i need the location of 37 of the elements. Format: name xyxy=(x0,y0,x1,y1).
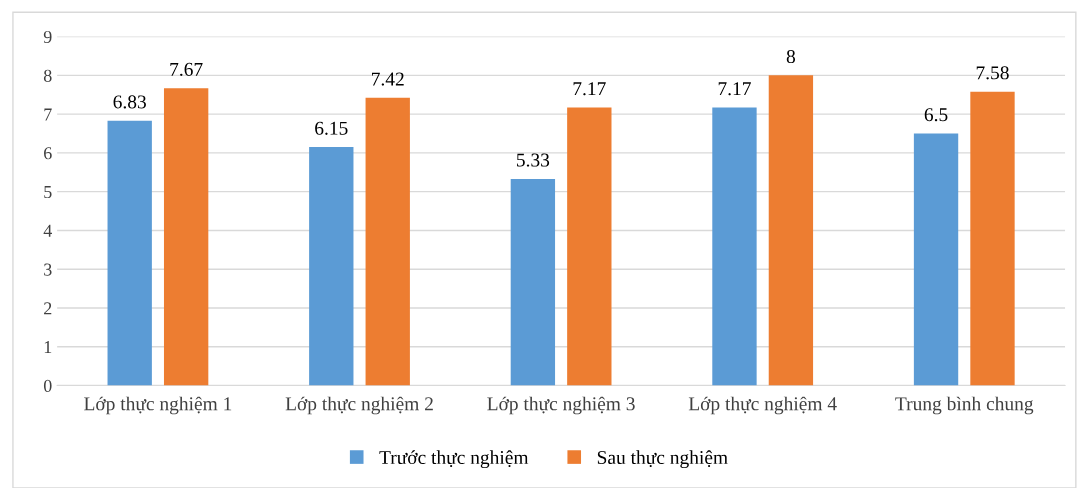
legend-label: Trước thực nghiệm xyxy=(379,450,529,469)
legend-label: Sau thực nghiệm xyxy=(597,450,728,469)
data-label: 6.5 xyxy=(924,108,948,122)
y-tick-label: 2 xyxy=(44,302,52,315)
bar xyxy=(510,178,556,386)
y-tick-label: 4 xyxy=(43,224,52,237)
bar xyxy=(913,133,959,386)
data-label: 7.67 xyxy=(170,62,203,76)
y-tick-label: 9 xyxy=(43,30,52,44)
x-tick-label: Lớp thực nghiệm 3 xyxy=(487,396,635,415)
data-label: 8 xyxy=(786,49,796,64)
bar xyxy=(163,88,209,386)
data-label: 7.58 xyxy=(976,66,1009,80)
data-label: 7.17 xyxy=(573,82,606,96)
bar xyxy=(107,120,152,386)
y-tick-label: 0 xyxy=(43,379,52,392)
data-label: 6.15 xyxy=(315,121,348,135)
data-label: 7.42 xyxy=(372,72,404,86)
y-tick-label: 3 xyxy=(44,263,52,276)
y-tick-label: 5 xyxy=(44,186,52,199)
bar xyxy=(768,75,814,386)
bar xyxy=(712,107,757,386)
data-label: 7.17 xyxy=(718,82,751,96)
bar xyxy=(365,97,410,386)
x-tick-label: Lớp thực nghiệm 1 xyxy=(84,396,232,415)
data-label: 6.83 xyxy=(113,95,146,109)
y-tick-label: 6 xyxy=(44,147,52,160)
x-tick-label: Lớp thực nghiệm 2 xyxy=(285,396,433,415)
y-tick-label: 1 xyxy=(44,341,52,354)
data-label: 5.33 xyxy=(516,153,550,167)
y-tick-label: 8 xyxy=(43,69,52,82)
x-tick-label: Lớp thực nghiệm 4 xyxy=(688,396,837,415)
bar xyxy=(567,107,612,386)
bar xyxy=(309,147,354,386)
bar xyxy=(970,91,1015,386)
x-tick-label: Trung bình chung xyxy=(895,396,1034,415)
y-tick-label: 7 xyxy=(44,108,52,121)
